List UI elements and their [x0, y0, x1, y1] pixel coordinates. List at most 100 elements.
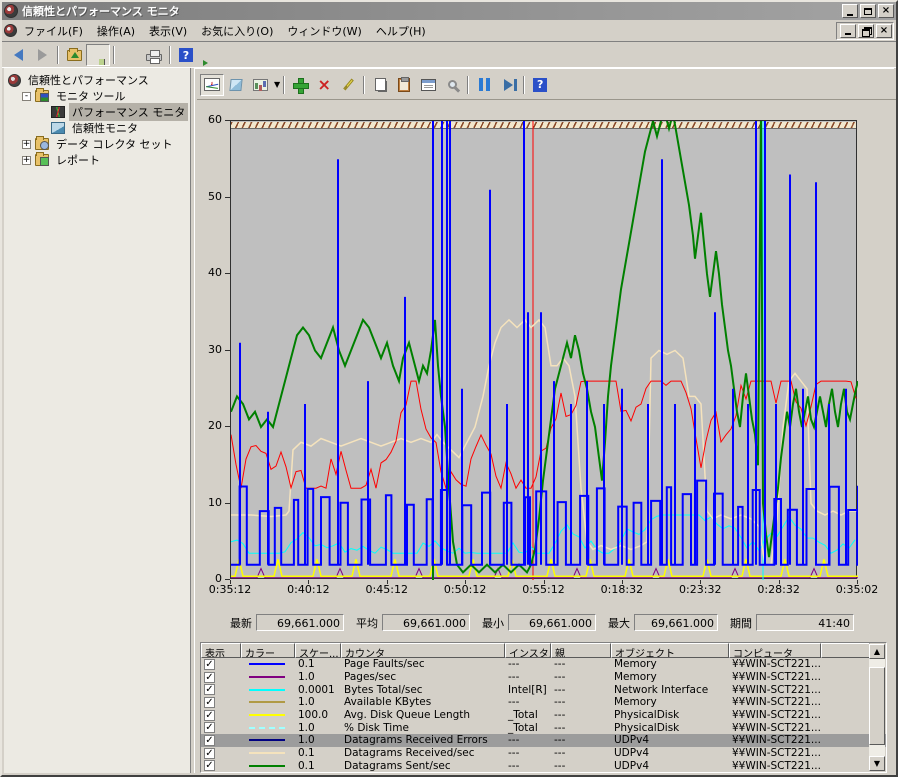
legend-row-8[interactable]: ✓0.1Datagrams Sent/sec------UDPv4¥¥WIN-S…: [201, 760, 886, 773]
legend-column-header-7[interactable]: コンピュータ: [729, 643, 821, 658]
export-list-button[interactable]: [118, 44, 142, 66]
tree-item-5[interactable]: + レポート: [4, 152, 190, 168]
tree-item-1[interactable]: -モニタ ツール: [4, 88, 190, 104]
legend-cell-counter: Datagrams Received/sec: [341, 747, 505, 759]
show-counter-checkbox[interactable]: ✓: [204, 710, 215, 721]
up-one-level-button[interactable]: [62, 44, 86, 66]
tree-item-0[interactable]: 信頼性とパフォーマンス: [4, 72, 190, 88]
legend-cell-scale: 0.1: [295, 747, 341, 759]
view-log-data-button[interactable]: [224, 74, 248, 96]
mdi-restore-button[interactable]: [858, 24, 874, 38]
legend-column-header-1[interactable]: カラー: [241, 643, 295, 658]
maximize-button[interactable]: [860, 4, 876, 18]
back-button[interactable]: [6, 44, 30, 66]
legend-row-0[interactable]: ✓0.1Page Faults/sec------Memory¥¥WIN-SCT…: [201, 658, 886, 671]
chart-type-button[interactable]: [248, 74, 272, 96]
tree-item-2[interactable]: パフォーマンス モニタ: [4, 104, 190, 120]
show-counter-checkbox[interactable]: ✓: [204, 748, 215, 759]
copy-properties-button[interactable]: [368, 74, 392, 96]
properties-button[interactable]: [416, 74, 440, 96]
x-tick-label: 0:55:12: [518, 583, 570, 596]
app-icon: [4, 4, 18, 18]
menu-4[interactable]: ウィンドウ(W): [280, 20, 368, 42]
help-icon: ?: [179, 48, 193, 62]
legend-column-header-4[interactable]: インスタ...: [505, 643, 551, 658]
legend-cell-instance: ---: [505, 760, 551, 772]
paste-counter-list-button[interactable]: [392, 74, 416, 96]
tree-item-4[interactable]: +データ コレクタ セット: [4, 136, 190, 152]
print-button[interactable]: [142, 44, 166, 66]
legend-row-7[interactable]: ✓0.1Datagrams Received/sec------UDPv4¥¥W…: [201, 747, 886, 760]
show-counter-checkbox[interactable]: ✓: [204, 672, 215, 683]
legend-cell-parent: ---: [551, 709, 611, 721]
zoom-button[interactable]: [440, 74, 464, 96]
legend-column-header-3[interactable]: カウンタ: [341, 643, 505, 658]
legend-row-5[interactable]: ✓1.0% Disk Time_Total---PhysicalDisk¥¥WI…: [201, 721, 886, 734]
legend-cell-show: ✓: [201, 684, 241, 695]
freeze-display-button[interactable]: [472, 74, 496, 96]
stat-last-value: 69,661.000: [256, 614, 344, 631]
delete-counter-button[interactable]: ×: [312, 74, 336, 96]
show-counter-checkbox[interactable]: ✓: [204, 684, 215, 695]
show-counter-checkbox[interactable]: ✓: [204, 735, 215, 746]
show-counter-checkbox[interactable]: ✓: [204, 722, 215, 733]
legend-column-header-6[interactable]: オブジェクト: [611, 643, 729, 658]
legend-cell-counter: Available KBytes: [341, 696, 505, 708]
legend-column-header-2[interactable]: スケー...: [295, 643, 341, 658]
mdi-close-button[interactable]: ×: [876, 24, 892, 38]
minimize-button[interactable]: [842, 4, 858, 18]
show-counter-checkbox[interactable]: ✓: [204, 697, 215, 708]
legend-row-3[interactable]: ✓1.0Available KBytes------Memory¥¥WIN-SC…: [201, 696, 886, 709]
legend-row-6[interactable]: ✓1.0Datagrams Received Errors------UDPv4…: [201, 734, 886, 747]
add-counter-button[interactable]: [288, 74, 312, 96]
chevron-down-icon[interactable]: ▼: [274, 80, 280, 89]
legend-row-2[interactable]: ✓0.0001Bytes Total/secIntel[R] ...---Net…: [201, 683, 886, 696]
help-button[interactable]: ?: [528, 74, 552, 96]
legend-cell-computer: ¥¥WIN-SCT221...: [729, 747, 821, 759]
legend-column-header-0[interactable]: 表示: [201, 643, 241, 658]
legend-column-header-5[interactable]: 親: [551, 643, 611, 658]
scroll-thumb[interactable]: [869, 667, 885, 745]
scroll-down-button[interactable]: ▼: [869, 756, 885, 771]
menu-1[interactable]: 操作(A): [90, 20, 142, 42]
action-pane-toggle[interactable]: [198, 44, 222, 66]
legend-cell-instance: ---: [505, 734, 551, 746]
console-tree-toggle[interactable]: [86, 44, 110, 66]
counter-stats-bar: 最新 69,661.000 平均 69,661.000 最小 69,661.00…: [230, 613, 886, 632]
y-tick-label: 30: [196, 343, 222, 356]
console-tree: 信頼性とパフォーマンス-モニタ ツールパフォーマンス モニタ信頼性モニタ+データ…: [4, 68, 190, 773]
highlight-button[interactable]: [336, 74, 360, 96]
legend-column-header-8[interactable]: [821, 643, 870, 658]
forward-button[interactable]: [30, 44, 54, 66]
show-counter-checkbox[interactable]: ✓: [204, 659, 215, 670]
tree-item-label[interactable]: レポート: [53, 151, 103, 169]
scroll-up-button[interactable]: ▲: [869, 644, 885, 659]
x-tick-label: 0:23:32: [674, 583, 726, 596]
legend-row-4[interactable]: ✓100.0Avg. Disk Queue Length_Total---Phy…: [201, 709, 886, 722]
menu-3[interactable]: お気に入り(O): [194, 20, 280, 42]
legend-cell-scale: 1.0: [295, 696, 341, 708]
legend-row-1[interactable]: ✓1.0Pages/sec------Memory¥¥WIN-SCT221...: [201, 671, 886, 684]
expand-icon[interactable]: +: [22, 140, 31, 149]
up-folder-icon: [67, 50, 82, 61]
expand-icon[interactable]: +: [22, 156, 31, 165]
update-data-button[interactable]: [496, 74, 520, 96]
show-counter-checkbox[interactable]: ✓: [204, 760, 215, 771]
stat-min-value: 69,661.000: [508, 614, 596, 631]
tree-item-3[interactable]: 信頼性モニタ: [4, 120, 190, 136]
mdi-minimize-button[interactable]: [840, 24, 856, 38]
legend-cell-computer: ¥¥WIN-SCT221...: [729, 760, 821, 772]
counter-legend: 表示カラースケー...カウンタインスタ...親オブジェクトコンピュータ ✓0.1…: [200, 642, 887, 773]
collapse-icon[interactable]: -: [22, 92, 31, 101]
legend-cell-counter: Datagrams Sent/sec: [341, 760, 505, 772]
app-window: 信頼性とパフォーマンス モニタ × ファイル(F)操作(A)表示(V)お気に入り…: [0, 0, 898, 777]
help-button[interactable]: ?: [174, 44, 198, 66]
view-current-activity-button[interactable]: [200, 74, 224, 96]
menu-5[interactable]: ヘルプ(H): [369, 20, 433, 42]
close-button[interactable]: ×: [878, 4, 894, 18]
counter-color-sample: [249, 663, 285, 665]
folder-monitor-icon: [35, 90, 49, 102]
legend-scrollbar[interactable]: ▲ ▼: [869, 644, 885, 771]
menu-2[interactable]: 表示(V): [142, 20, 194, 42]
menu-0[interactable]: ファイル(F): [17, 20, 90, 42]
